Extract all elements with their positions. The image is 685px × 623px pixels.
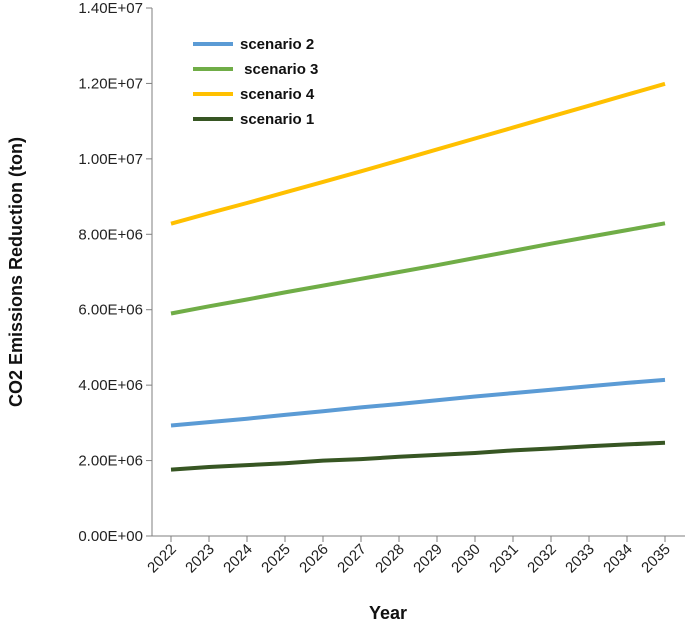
y-tick-label: 2.00E+06 [78,453,143,470]
x-axis-title: Year [369,603,407,623]
y-tick-label: 8.00E+06 [78,226,143,243]
series-line-scenario-4 [170,81,666,226]
y-tick-label: 1.20E+07 [78,75,143,92]
series-line-scenario-1 [170,440,666,472]
x-tick-label: 2030 [448,541,484,577]
x-tick-label: 2022 [144,541,180,577]
x-tick-label: 2024 [220,541,256,577]
x-tick-label: 2023 [182,541,218,577]
legend: scenario 2 scenario 3 scenario 4 scenario … [193,36,318,128]
y-tick-label: 0.00E+00 [78,528,143,545]
y-tick-label: 4.00E+06 [78,377,143,394]
x-tick-label: 2029 [410,541,446,577]
series-line-scenario-2 [170,377,666,428]
series-line-scenario-3 [170,221,666,316]
y-tick-label: 1.00E+07 [78,151,143,168]
x-tick-label: 2035 [638,541,674,577]
x-tick-label: 2028 [372,541,408,577]
x-tick-label: 2025 [258,541,294,577]
series-lines [170,81,666,472]
x-tick-label: 2026 [296,541,332,577]
y-tick-label: 6.00E+06 [78,302,143,319]
legend-label: scenario 1 [240,111,314,128]
x-tick-label: 2033 [562,541,598,577]
y-axis: 0.00E+00 2.00E+06 4.00E+06 6.00E+06 8.00E+06… [78,0,153,545]
x-axis: 2022 2023 2024 2025 2026 2027 2028 2029 2030 2031… [144,535,685,577]
x-tick-label: 2027 [334,541,370,577]
x-tick-label: 2034 [600,541,636,577]
y-axis-title: CO2 Emissions Reduction (ton) [6,137,26,407]
legend-label: scenario 2 [240,36,314,53]
x-tick-label: 2031 [486,541,522,577]
legend-label: scenario 4 [240,86,315,103]
legend-label: scenario 3 [240,61,318,78]
x-tick-label: 2032 [524,541,560,577]
y-tick-label: 1.40E+07 [78,0,143,17]
